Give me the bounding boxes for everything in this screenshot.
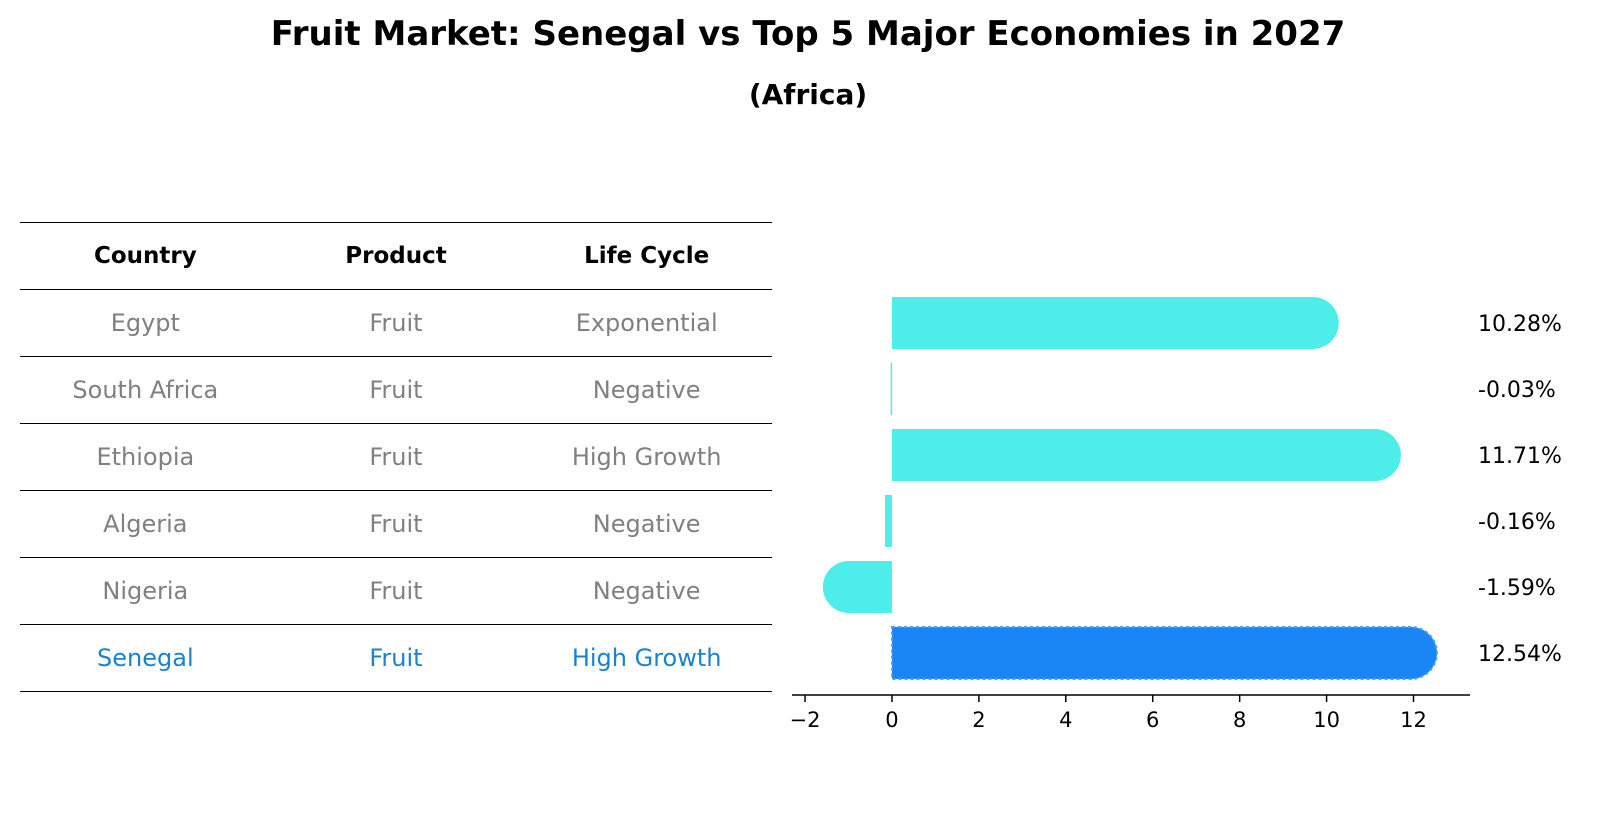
table-header-row: Country Product Life Cycle xyxy=(20,222,772,290)
cell-product: Fruit xyxy=(270,356,522,424)
chart-title: Fruit Market: Senegal vs Top 5 Major Eco… xyxy=(270,14,1346,54)
cell-product: Fruit xyxy=(270,624,522,692)
cell-country: Nigeria xyxy=(20,557,271,625)
bar-algeria xyxy=(885,495,892,547)
bar-south-africa xyxy=(890,363,893,415)
cell-life-cycle: High Growth xyxy=(521,423,772,491)
cell-product: Fruit xyxy=(270,490,522,558)
cell-country: Senegal xyxy=(20,624,271,692)
value-label-ethiopia: 11.71% xyxy=(1478,444,1562,469)
table-row: South Africa Fruit Negative xyxy=(20,356,772,424)
bar-senegal xyxy=(890,626,1438,680)
x-tick-label: 12 xyxy=(1400,708,1427,732)
cell-country: South Africa xyxy=(20,356,271,424)
chart-subtitle: (Africa) xyxy=(748,78,868,111)
cell-product: Fruit xyxy=(270,557,522,625)
value-label-nigeria: -1.59% xyxy=(1478,576,1556,601)
header-country: Country xyxy=(20,222,271,290)
table-row: Algeria Fruit Negative xyxy=(20,490,772,558)
header-product: Product xyxy=(270,222,522,290)
x-tick-label: 4 xyxy=(1059,708,1072,732)
cell-country: Algeria xyxy=(20,490,271,558)
x-tick-label: 8 xyxy=(1233,708,1246,732)
value-label-egypt: 10.28% xyxy=(1478,312,1562,337)
cell-country: Egypt xyxy=(20,289,271,357)
cell-life-cycle: Negative xyxy=(521,356,772,424)
table-row-highlight: Senegal Fruit High Growth xyxy=(20,624,772,692)
x-tick-label: 2 xyxy=(972,708,985,732)
market-table: Country Product Life Cycle Egypt Fruit E… xyxy=(20,222,772,692)
table-row: Egypt Fruit Exponential xyxy=(20,289,772,357)
cell-product: Fruit xyxy=(270,423,522,491)
cell-country: Ethiopia xyxy=(20,423,271,491)
cell-life-cycle: Exponential xyxy=(521,289,772,357)
x-tick-label: −2 xyxy=(790,708,821,732)
table-row: Ethiopia Fruit High Growth xyxy=(20,423,772,491)
bar-nigeria xyxy=(822,561,892,613)
value-label-senegal: 12.54% xyxy=(1478,642,1562,667)
cell-life-cycle: High Growth xyxy=(521,624,772,692)
header-life-cycle: Life Cycle xyxy=(521,222,772,290)
cell-life-cycle: Negative xyxy=(521,490,772,558)
cell-product: Fruit xyxy=(270,289,522,357)
x-tick-label: 10 xyxy=(1313,708,1340,732)
table-row: Nigeria Fruit Negative xyxy=(20,557,772,625)
bar-egypt xyxy=(891,297,1339,349)
x-tick-label: 6 xyxy=(1146,708,1159,732)
x-tick-label: 0 xyxy=(885,708,898,732)
value-label-algeria: -0.16% xyxy=(1478,510,1556,535)
value-label-south-africa: -0.03% xyxy=(1478,378,1556,403)
bar-ethiopia xyxy=(891,429,1401,481)
cell-life-cycle: Negative xyxy=(521,557,772,625)
